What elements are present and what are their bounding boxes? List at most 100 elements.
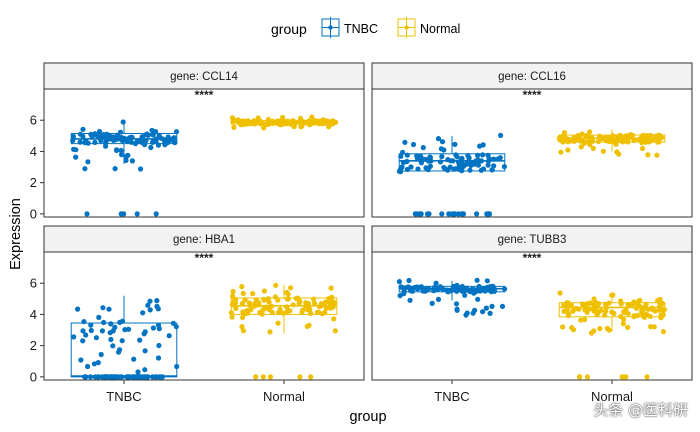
data-point (463, 312, 469, 318)
data-point (70, 138, 76, 144)
data-point (439, 211, 445, 217)
data-point (498, 132, 504, 138)
data-point (645, 152, 651, 158)
data-point (404, 158, 410, 165)
y-tick-label: 6 (30, 113, 37, 128)
data-point (242, 297, 248, 303)
data-point (487, 284, 493, 290)
data-point (396, 279, 402, 285)
data-point (438, 285, 444, 291)
data-point (606, 300, 612, 306)
data-point (260, 307, 266, 313)
data-point (170, 320, 176, 326)
points-normal (556, 129, 665, 158)
data-point (265, 116, 272, 123)
data-point (145, 302, 151, 308)
data-point (129, 158, 135, 164)
data-point (606, 327, 612, 333)
data-point (557, 135, 563, 141)
data-point (645, 306, 651, 312)
data-point (630, 301, 636, 307)
data-point (229, 314, 235, 320)
data-point (142, 348, 148, 354)
data-point (88, 131, 94, 137)
data-point (156, 132, 162, 138)
data-point (70, 133, 76, 140)
data-point (484, 278, 490, 284)
data-point (87, 374, 94, 380)
data-point (84, 211, 90, 217)
data-point (155, 355, 162, 361)
data-point (156, 326, 162, 332)
data-point (155, 142, 161, 148)
y-tick-label: 2 (30, 175, 37, 190)
data-point (85, 140, 91, 146)
data-point (415, 166, 421, 172)
data-point (81, 319, 87, 325)
data-point (639, 309, 645, 316)
data-point (267, 374, 273, 380)
data-point (459, 211, 465, 217)
data-point (486, 155, 492, 161)
points-tnbc (396, 277, 508, 318)
data-point (501, 164, 507, 170)
y-tick-label: 6 (30, 276, 37, 291)
points-tnbc (70, 119, 180, 217)
data-point (565, 312, 572, 318)
data-point (106, 306, 112, 312)
data-point (462, 292, 468, 298)
data-point (488, 288, 494, 294)
data-point (578, 144, 584, 150)
data-point (240, 309, 246, 315)
data-point (591, 328, 597, 334)
data-point (111, 137, 117, 143)
data-point (412, 211, 418, 217)
data-point (600, 135, 606, 141)
data-point (659, 300, 666, 307)
data-point (239, 324, 245, 330)
data-point (312, 300, 318, 306)
data-point (643, 301, 649, 307)
data-point (623, 374, 629, 380)
data-point (239, 118, 246, 124)
data-point (620, 136, 627, 142)
data-point (126, 135, 133, 141)
data-point (171, 135, 177, 141)
data-point (275, 309, 282, 315)
data-point (277, 118, 283, 124)
data-point (648, 132, 654, 139)
data-point (420, 145, 426, 151)
data-point (124, 153, 130, 159)
data-point (85, 363, 91, 370)
data-point (633, 305, 640, 311)
legend: group TNBC Normal (271, 17, 460, 38)
data-point (77, 131, 83, 137)
data-point (96, 314, 102, 320)
data-point (135, 369, 141, 375)
plot-area (371, 88, 693, 218)
data-point (489, 303, 495, 309)
data-point (571, 135, 577, 141)
points-normal (557, 290, 668, 380)
data-point (134, 138, 140, 144)
x-tick-label: TNBC (434, 389, 469, 404)
data-point (85, 159, 91, 165)
data-point (439, 153, 445, 160)
data-point (603, 305, 610, 311)
data-point (579, 131, 585, 137)
points-tnbc (396, 132, 507, 217)
data-point (397, 169, 404, 175)
x-axis-title: group (349, 409, 386, 425)
data-point (583, 133, 589, 139)
data-point (610, 292, 616, 298)
data-point (435, 296, 442, 302)
data-point (260, 374, 266, 380)
data-point (256, 300, 262, 306)
data-point (275, 297, 281, 303)
data-point (483, 305, 489, 311)
data-point (118, 147, 124, 154)
data-point (614, 149, 620, 155)
data-point (398, 153, 404, 159)
data-point (290, 302, 296, 308)
